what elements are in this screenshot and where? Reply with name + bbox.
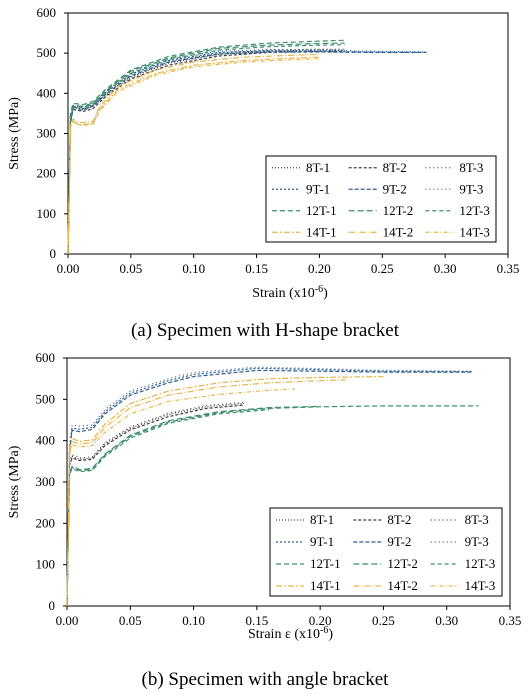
series-line-9t-1	[67, 50, 427, 255]
series-line-9t-3	[66, 366, 473, 607]
legend-label: 9T-3	[465, 534, 489, 549]
series-line-14t-1	[66, 376, 384, 607]
legend-label: 12T-3	[459, 203, 490, 218]
y-tick-label: 500	[36, 391, 56, 406]
legend-label: 9T-1	[310, 534, 334, 549]
legend-label: 9T-2	[387, 534, 411, 549]
y-tick-label: 100	[36, 557, 56, 572]
legend: 8T-1 8T-2 8T-3 9T-1 9T-2 9T-3 12T-1 12T-2 12T-3 1…	[269, 507, 503, 597]
series-line-8t-3	[66, 402, 245, 607]
series-line-12t-2	[66, 405, 321, 607]
legend-box	[269, 507, 503, 597]
x-tick-label: 0.05	[119, 261, 142, 276]
x-axis-label: Strain (x10-6)	[252, 284, 328, 301]
series-line-9t-1	[66, 367, 473, 607]
y-axis-label: Stress (MPa)	[7, 445, 22, 518]
series-line-8t-1	[66, 402, 245, 607]
series-line-14t-3	[66, 388, 295, 607]
y-tick-label: 400	[36, 433, 56, 448]
y-axis-label: Stress (MPa)	[7, 97, 22, 170]
legend-label: 9T-3	[459, 181, 483, 196]
legend-label: 8T-3	[465, 512, 489, 527]
x-tick-label: 0.10	[182, 613, 205, 628]
x-tick-label: 0.00	[57, 261, 80, 276]
y-tick-label: 0	[49, 598, 56, 613]
x-tick-label: 0.20	[309, 613, 332, 628]
legend-label: 9T-1	[306, 181, 330, 196]
chart-h-shape-bracket: 0.00 0.05 0.10 0.15 0.20 0.25 0.30 0.35 0 100 200 3…	[7, 5, 519, 341]
series-line-12t-1	[67, 39, 345, 255]
series-line-12t-3	[66, 409, 270, 607]
y-tick-label: 0	[50, 246, 57, 261]
x-tick-label: 0.15	[245, 613, 268, 628]
legend-label: 12T-1	[310, 556, 341, 571]
legend-label: 8T-2	[387, 512, 411, 527]
y-tick-label: 100	[37, 206, 57, 221]
legend-label: 14T-2	[383, 224, 414, 239]
legend-box	[265, 155, 497, 243]
series-line-14t-2	[67, 53, 320, 255]
legend-label: 12T-3	[465, 556, 496, 571]
legend-label: 8T-2	[383, 160, 407, 175]
legend-label: 12T-2	[383, 203, 414, 218]
x-tick-label: 0.35	[497, 261, 520, 276]
y-tick-label: 200	[37, 166, 57, 181]
legend-label: 14T-1	[310, 578, 341, 593]
series-line-14t-3	[67, 58, 320, 255]
legend-label: 8T-3	[459, 160, 483, 175]
x-tick-label: 0.15	[245, 261, 268, 276]
x-tick-label: 0.25	[372, 613, 395, 628]
y-tick-label: 600	[36, 350, 56, 365]
legend-label: 8T-1	[306, 160, 330, 175]
y-tick-label: 400	[37, 85, 57, 100]
legend-label: 14T-1	[306, 224, 337, 239]
legend-label: 9T-2	[383, 181, 407, 196]
x-tick-label: 0.20	[308, 261, 331, 276]
x-tick-label: 0.30	[435, 613, 458, 628]
y-tick-label: 300	[36, 474, 56, 489]
figure-caption: (b) Specimen with angle bracket	[142, 669, 390, 690]
legend-label: 12T-1	[306, 203, 337, 218]
figure-caption: (a) Specimen with H-shape bracket	[131, 320, 400, 341]
y-tick-label: 600	[37, 5, 57, 20]
x-tick-label: 0.30	[434, 261, 457, 276]
y-tick-label: 500	[37, 45, 57, 60]
x-axis-label: Strain ε (x10-6)	[248, 625, 333, 642]
x-tick-label: 0.05	[119, 613, 142, 628]
legend-label: 12T-2	[387, 556, 418, 571]
y-tick-label: 200	[36, 515, 56, 530]
series-line-12t-3	[67, 44, 345, 255]
series-line-8t-2	[66, 404, 245, 607]
legend-label: 8T-1	[310, 512, 334, 527]
y-tick-label: 300	[37, 126, 57, 141]
legend-label: 14T-3	[459, 224, 490, 239]
legend: 8T-1 8T-2 8T-3 9T-1 9T-2 9T-3 12T-1 12T-2 12T-3 1…	[265, 155, 497, 243]
x-tick-label: 0.35	[499, 613, 522, 628]
x-tick-label: 0.00	[56, 613, 79, 628]
series-line-14t-2	[66, 379, 346, 607]
x-tick-label: 0.10	[182, 261, 205, 276]
legend-label: 14T-2	[387, 578, 418, 593]
legend-label: 14T-3	[465, 578, 496, 593]
chart-angle-bracket: 0.00 0.05 0.10 0.15 0.20 0.25 0.30 0.35 0 100 200 3…	[7, 350, 521, 690]
series-line-9t-2	[66, 369, 472, 607]
x-tick-label: 0.25	[371, 261, 394, 276]
